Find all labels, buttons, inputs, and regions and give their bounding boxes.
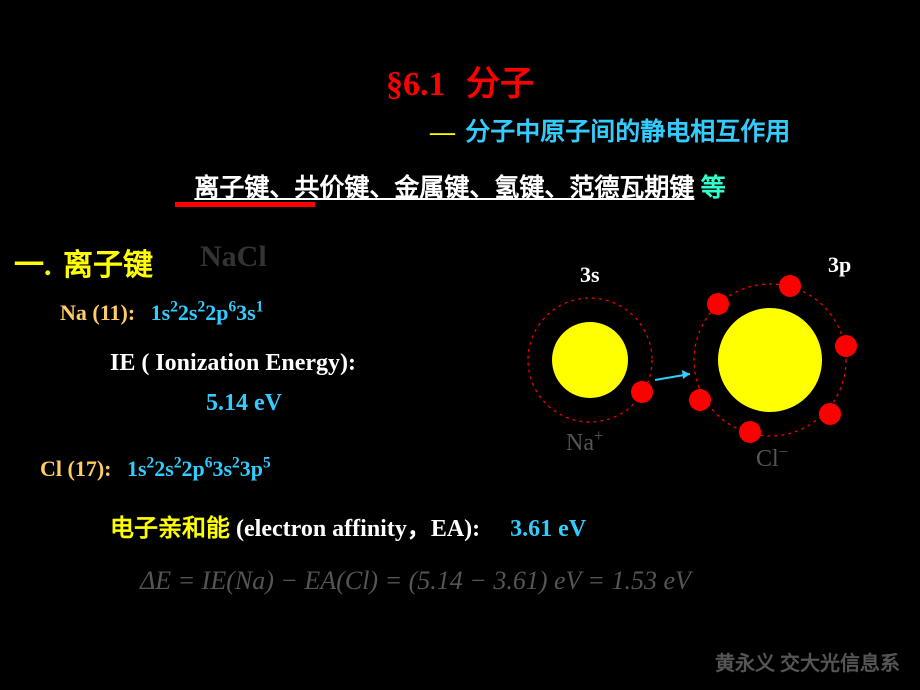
ea-label-cn: 电子亲和能 bbox=[110, 516, 230, 542]
subtitle-dash: — bbox=[430, 119, 455, 146]
bond-types: 离子键、共价键、金属键、氢键、范德瓦期键 等 bbox=[0, 168, 920, 204]
ionic-bond-diagram: 3s 3p Na+ Cl− bbox=[510, 250, 910, 470]
section-1-number: 一. bbox=[14, 249, 52, 282]
subtitle-text: 分子中原子间的静电相互作用 bbox=[465, 119, 790, 146]
ea-label-en: (electron affinity，EA): bbox=[236, 516, 480, 542]
cl-ion-label: Cl− bbox=[756, 446, 788, 473]
sodium-config-line: Na (11): 1s22s22p63s1 bbox=[60, 300, 263, 326]
slide-title: §6.1 分子 bbox=[0, 56, 920, 105]
slide-footer: 黄永义 交大光信息系 bbox=[715, 647, 900, 676]
section-1-heading: 一. 离子键 bbox=[14, 240, 153, 284]
bond-types-suffix: 等 bbox=[701, 175, 726, 202]
ie-label: IE ( Ionization Energy): bbox=[110, 350, 356, 377]
red-underline bbox=[175, 202, 315, 207]
na-label: Na (11): bbox=[60, 300, 135, 325]
section-text: 分子 bbox=[466, 66, 534, 103]
delta-e-equation: ΔE = IE(Na) − EA(Cl) = (5.14 − 3.61) eV … bbox=[140, 566, 691, 596]
cl-label: Cl (17): bbox=[40, 456, 111, 481]
section-1-title: 离子键 bbox=[63, 249, 153, 282]
label-3s: 3s bbox=[580, 262, 600, 288]
chlorine-config-line: Cl (17): 1s22s22p63s23p5 bbox=[40, 456, 271, 482]
na-ion-label: Na+ bbox=[566, 430, 603, 457]
subtitle: — 分子中原子间的静电相互作用 bbox=[430, 112, 790, 148]
section-number: §6.1 bbox=[386, 66, 446, 103]
na-config: 1s22s22p63s1 bbox=[151, 300, 264, 325]
nacl-watermark: NaCl bbox=[200, 240, 267, 274]
cl-config: 1s22s22p63s23p5 bbox=[127, 456, 271, 481]
ie-value: 5.14 eV bbox=[206, 390, 282, 417]
ea-value: 3.61 eV bbox=[510, 516, 586, 542]
bond-types-main: 离子键、共价键、金属键、氢键、范德瓦期键 bbox=[194, 175, 694, 202]
label-3p: 3p bbox=[828, 252, 851, 278]
ea-line: 电子亲和能 (electron affinity，EA): 3.61 eV bbox=[110, 508, 586, 543]
